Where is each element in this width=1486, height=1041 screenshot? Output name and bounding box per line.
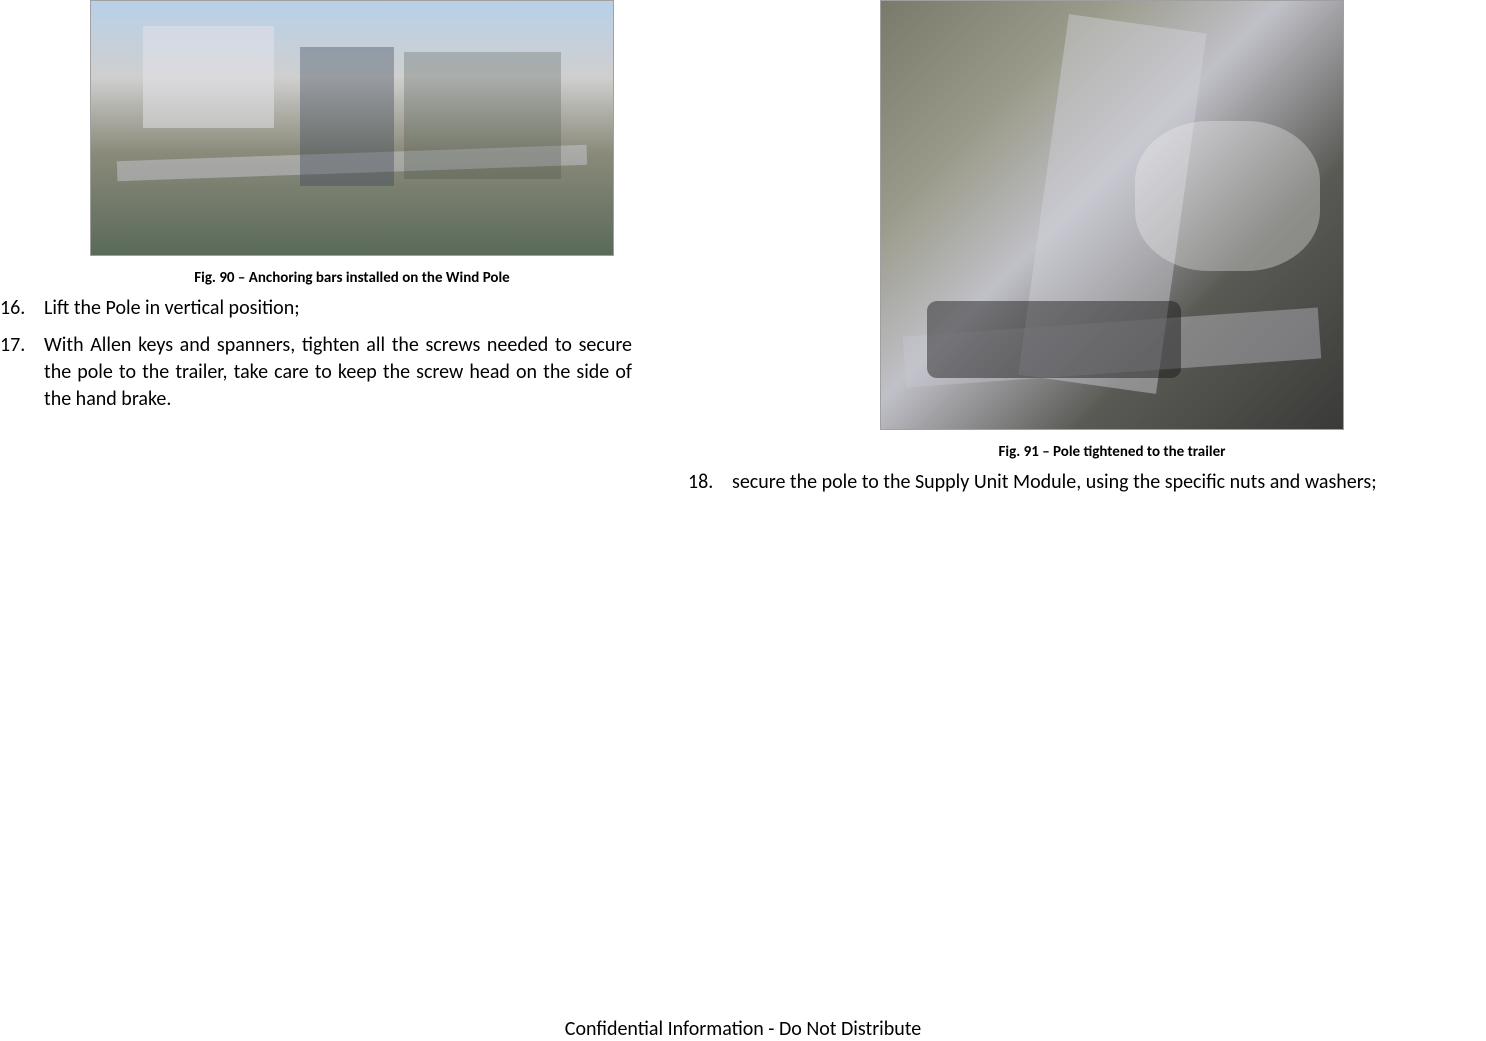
figure-91-image [880,0,1344,430]
left-column: Fig. 90 – Anchoring bars installed on th… [0,0,640,423]
right-list: 18. secure the pole to the Supply Unit M… [688,469,1408,496]
list-number: 18. [688,469,732,496]
figure-90-caption: Fig. 90 – Anchoring bars installed on th… [194,269,509,287]
figure-90-image [90,0,614,256]
figure-91-caption: Fig. 91 – Pole tightened to the trailer [999,443,1226,461]
list-number: 17. [0,332,44,413]
document-page: Fig. 90 – Anchoring bars installed on th… [0,0,1486,1041]
list-text: secure the pole to the Supply Unit Modul… [732,469,1400,496]
list-text: Lift the Pole in vertical position; [44,295,300,322]
figure-91: Fig. 91 – Pole tightened to the trailer [688,0,1408,461]
list-item-18: 18. secure the pole to the Supply Unit M… [688,469,1408,496]
right-column: Fig. 91 – Pole tightened to the trailer … [688,0,1408,506]
list-item-17: 17. With Allen keys and spanners, tighte… [0,332,640,413]
list-text: With Allen keys and spanners, tighten al… [44,332,632,413]
figure-90: Fig. 90 – Anchoring bars installed on th… [0,0,640,287]
photo-placeholder [91,1,613,255]
footer-text: Confidential Information - Do Not Distri… [0,1017,1486,1041]
left-list: 16. Lift the Pole in vertical position; … [0,295,640,413]
list-item-16: 16. Lift the Pole in vertical position; [0,295,640,322]
list-number: 16. [0,295,44,322]
photo-placeholder [881,1,1343,429]
